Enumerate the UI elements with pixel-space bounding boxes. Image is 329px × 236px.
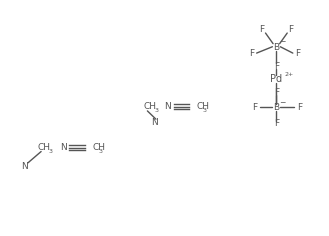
Text: 3: 3 [154, 108, 158, 114]
Text: N: N [164, 102, 171, 111]
Text: CH: CH [38, 143, 51, 152]
Text: F: F [252, 103, 258, 112]
Text: B: B [273, 103, 279, 112]
Text: −: − [279, 98, 286, 107]
Text: −: − [279, 38, 286, 46]
Text: F: F [274, 88, 279, 97]
Text: N: N [21, 162, 28, 171]
Text: N: N [60, 143, 66, 152]
Text: 2+: 2+ [284, 72, 293, 77]
Text: Pd: Pd [270, 74, 282, 84]
Text: N: N [151, 118, 158, 127]
Text: F: F [259, 25, 264, 34]
Text: 3: 3 [49, 149, 53, 154]
Text: F: F [274, 119, 279, 128]
Text: F: F [289, 25, 294, 34]
Text: 3: 3 [98, 149, 102, 154]
Text: 3: 3 [203, 108, 207, 114]
Text: CH: CH [196, 102, 210, 111]
Text: B: B [273, 43, 279, 52]
Text: F: F [274, 62, 279, 71]
Text: F: F [297, 103, 302, 112]
Text: CH: CH [143, 102, 156, 111]
Text: CH: CH [92, 143, 105, 152]
Text: F: F [295, 49, 300, 58]
Text: F: F [249, 49, 254, 58]
